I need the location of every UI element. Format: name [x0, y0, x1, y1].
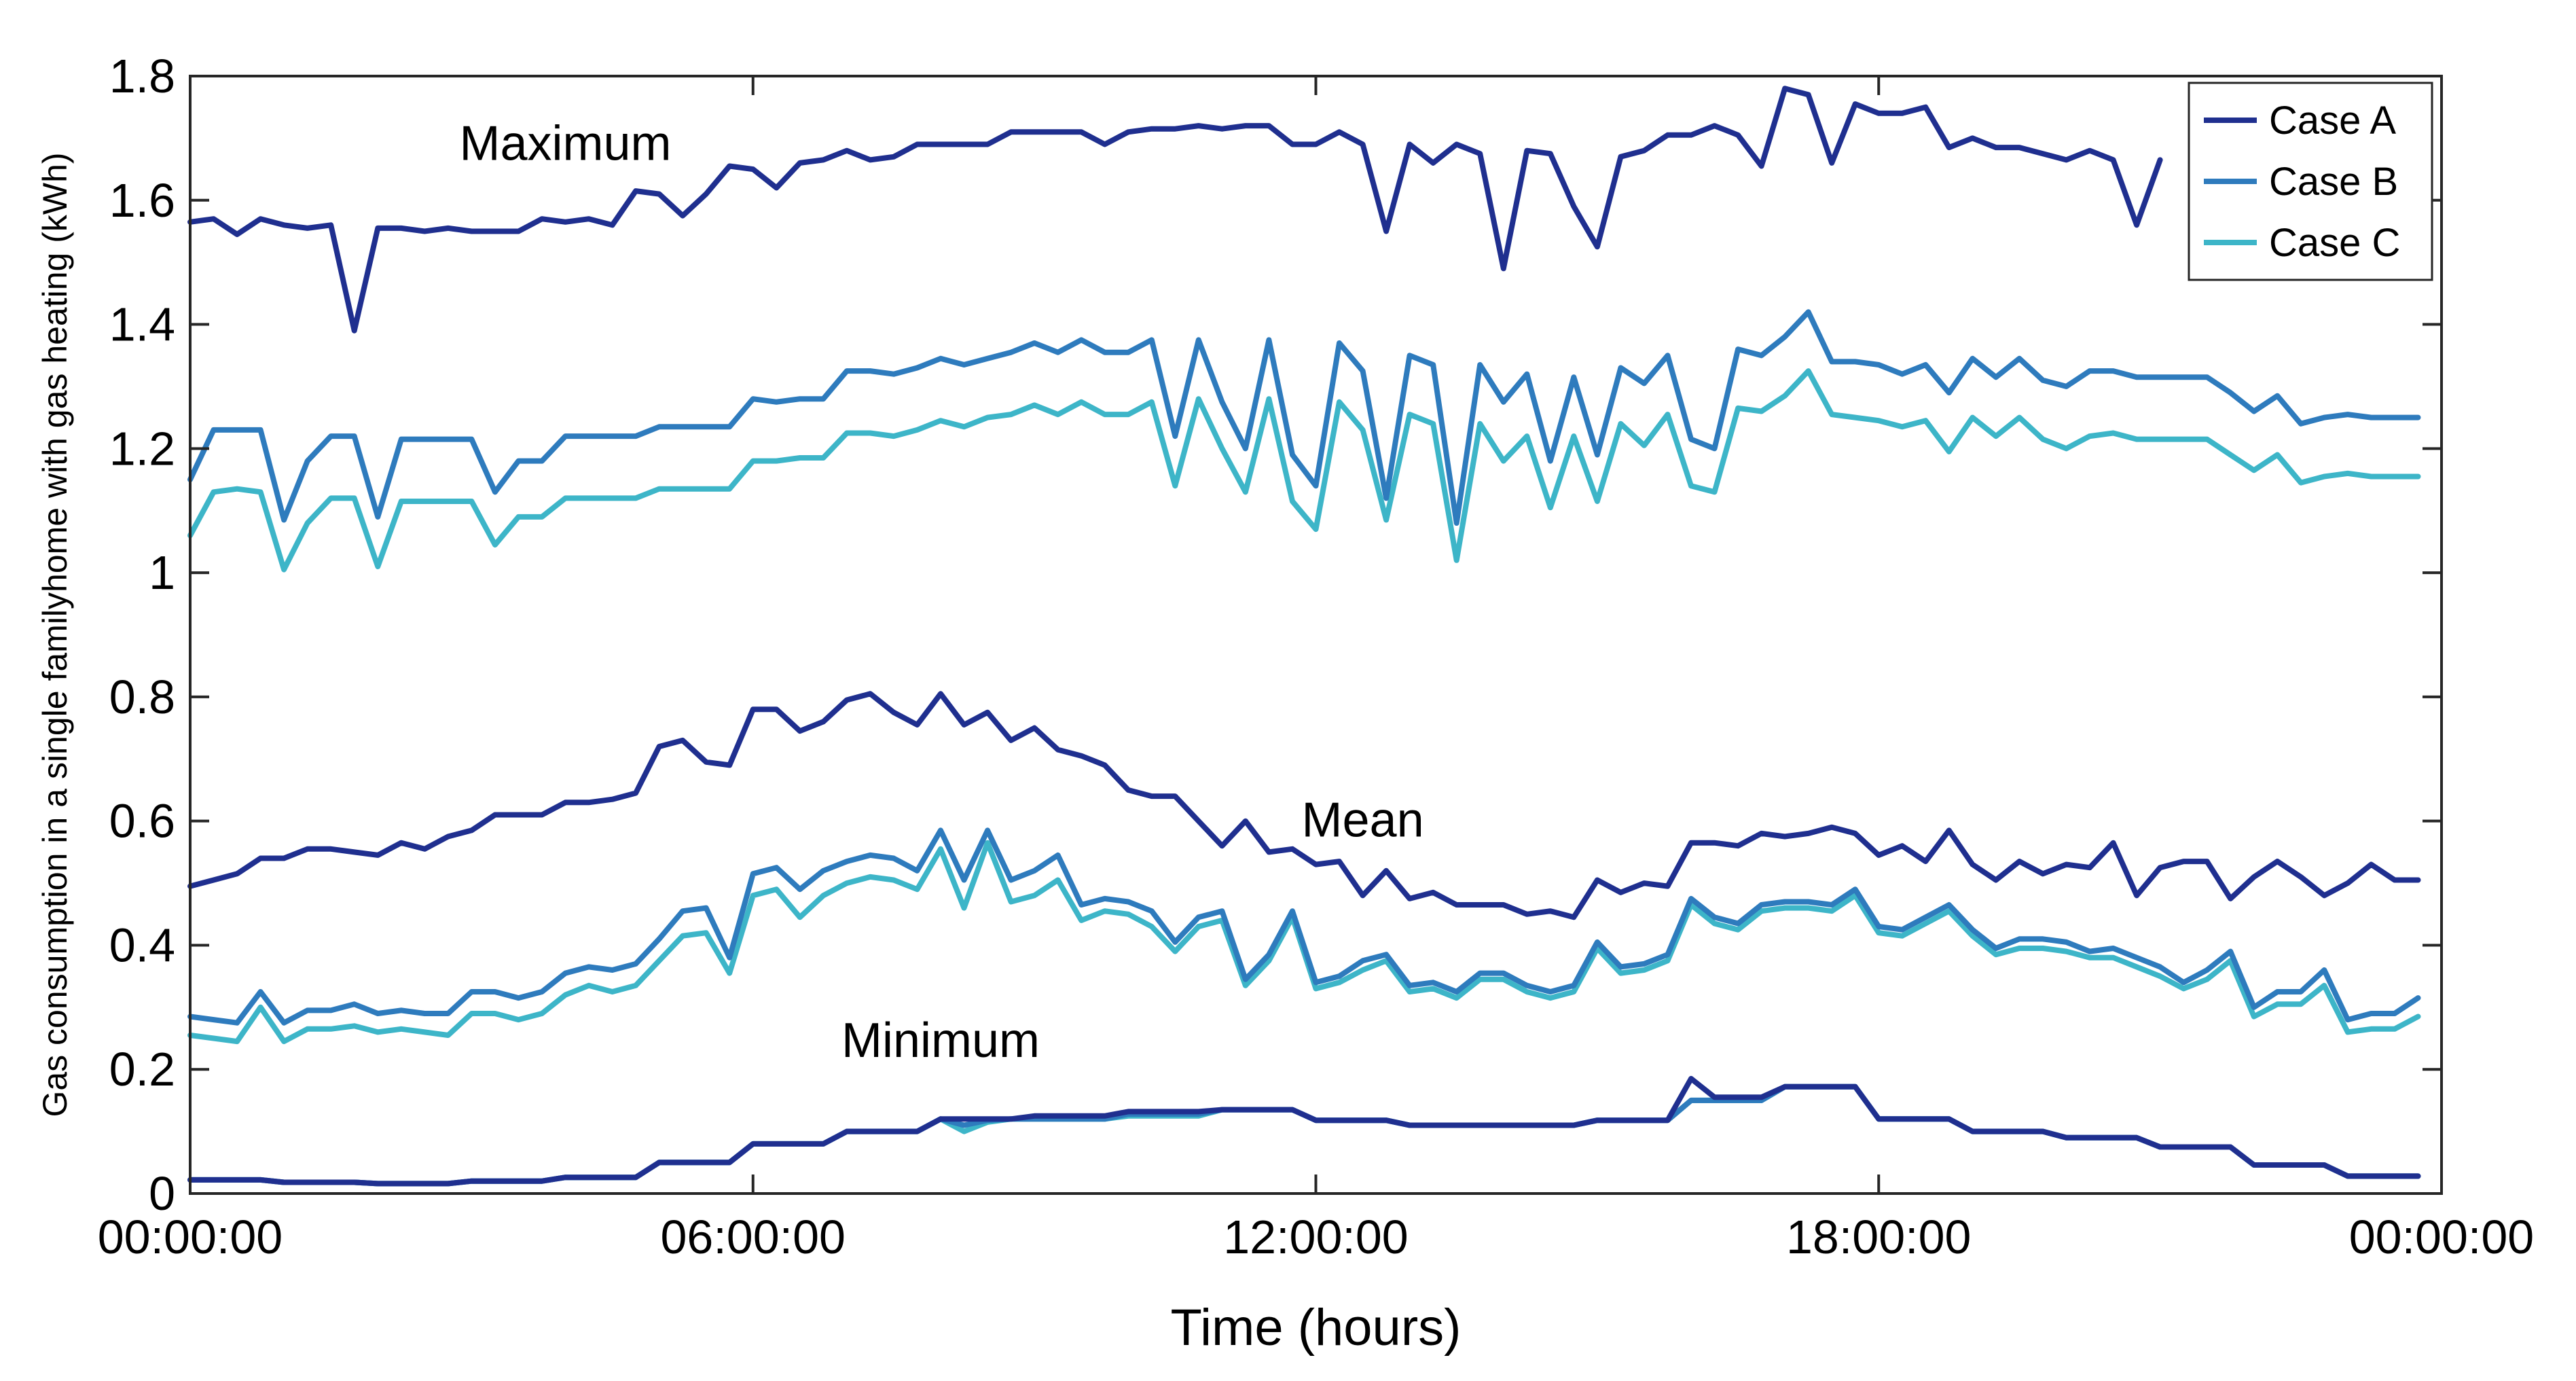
y-tick-label: 0.2 — [109, 1043, 175, 1096]
ticks-layer: 0 0.2 0.4 0.6 0.8 1 1.2 1.4 1.6 1.8 00:00:00 06:00:… — [98, 50, 2534, 1263]
series-line-mean-case-b — [187, 827, 2421, 1026]
y-tick-label: 1.2 — [109, 422, 175, 475]
y-tick-label: 1.6 — [109, 174, 175, 227]
series-layer — [187, 86, 2421, 1187]
y-tick-label: 0.6 — [109, 795, 175, 848]
y-tick-label: 1.4 — [109, 298, 175, 351]
series-line-mean-case-a — [187, 691, 2421, 920]
annotation-maximum: Maximum — [459, 116, 671, 171]
series-line-minimum-case-a — [187, 1075, 2421, 1187]
series-line-maximum-case-c — [187, 368, 2421, 573]
x-tick-label: 06:00:00 — [661, 1210, 846, 1263]
annotation-mean: Mean — [1302, 793, 1424, 848]
y-axis-title: Gas consumption in a single familyhome w… — [36, 152, 74, 1117]
x-tick-label: 00:00:00 — [2349, 1210, 2534, 1263]
legend-label: Case B — [2269, 160, 2398, 204]
x-axis-title: Time (hours) — [1171, 1299, 1462, 1357]
series-line-maximum-case-a — [187, 86, 2163, 334]
y-tick-label: 1 — [149, 546, 175, 599]
x-tick-label: 12:00:00 — [1223, 1210, 1408, 1263]
y-tick-label: 0.8 — [109, 670, 175, 723]
x-tick-label: 00:00:00 — [98, 1210, 283, 1263]
legend-label: Case A — [2269, 98, 2396, 143]
annotation-minimum: Minimum — [841, 1014, 1040, 1068]
series-line-maximum-case-b — [187, 309, 2421, 526]
legend: Case A Case B Case C — [2188, 82, 2433, 281]
y-tick-label: 1.8 — [109, 50, 175, 103]
y-tick-label: 0.4 — [109, 918, 175, 971]
annotation-layer: Maximum Mean Minimum — [459, 116, 1423, 1068]
legend-label: Case C — [2269, 221, 2400, 265]
y-tick-label: 0 — [149, 1167, 175, 1220]
x-tick-label: 18:00:00 — [1786, 1210, 1971, 1263]
